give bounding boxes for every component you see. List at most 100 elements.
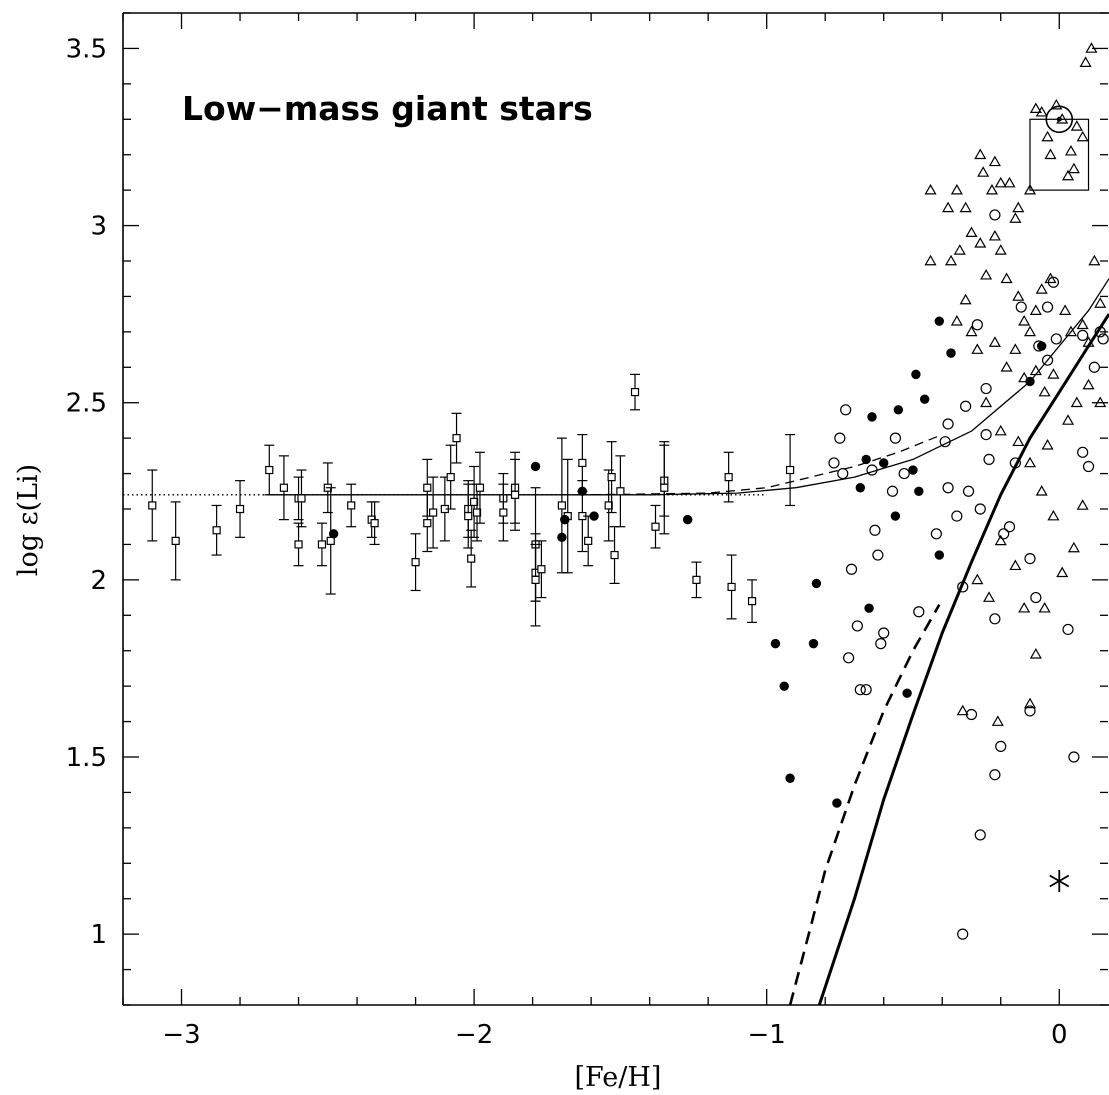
axes-frame	[122, 12, 1109, 1006]
data-point-open-triangle	[1018, 371, 1031, 383]
data-point-square	[264, 444, 275, 496]
data-point-open-triangle	[1059, 304, 1072, 315]
data-point-filled-circle	[864, 603, 874, 613]
data-point-square	[609, 526, 620, 585]
data-point-filled-circle	[911, 369, 921, 380]
data-point-square	[498, 483, 509, 542]
data-point-open-triangle	[1082, 336, 1095, 347]
data-point-open-triangle	[959, 201, 972, 213]
data-point-square	[785, 434, 796, 507]
data-point-square	[510, 458, 521, 531]
data-point-open-triangle	[1029, 102, 1042, 114]
data-point-square	[630, 373, 641, 411]
data-point-open-circle	[851, 620, 863, 632]
chart-title: Low−mass giant stars	[182, 89, 593, 128]
data-point-open-triangle	[1070, 120, 1083, 131]
data-point-filled-circle	[589, 511, 599, 521]
data-point-open-circle	[1009, 457, 1021, 469]
data-point-open-triangle	[1076, 499, 1089, 510]
x-tick-label: −1	[748, 1020, 786, 1050]
y-tick-label: 2	[90, 566, 107, 596]
data-point-open-triangle	[1035, 485, 1048, 496]
data-point-open-circle	[980, 429, 992, 441]
data-point-open-circle	[875, 638, 887, 650]
data-point-open-circle	[1097, 333, 1109, 345]
data-point-filled-circle	[770, 638, 781, 649]
data-point-open-triangle	[1038, 601, 1051, 613]
data-point-filled-circle	[879, 458, 889, 468]
data-point-square	[536, 540, 547, 599]
data-point-open-triangle	[1076, 130, 1089, 142]
square-marker	[429, 508, 438, 517]
data-point-open-triangle	[1079, 56, 1092, 67]
data-point-open-triangle	[1094, 297, 1107, 308]
data-point-open-triangle	[924, 254, 937, 266]
sun-box-rectangle	[1029, 118, 1090, 191]
data-point-open-triangle	[1023, 183, 1037, 195]
x-tick-label: −3	[162, 1020, 200, 1050]
square-marker	[279, 483, 289, 492]
data-point-open-triangle	[1009, 559, 1022, 571]
points-layer	[147, 42, 1109, 940]
data-point-square	[235, 480, 246, 538]
data-point-square	[410, 533, 421, 592]
data-point-square	[296, 469, 307, 528]
data-point-open-circle	[878, 627, 890, 639]
square-marker	[370, 519, 379, 528]
data-point-square	[556, 437, 567, 574]
data-point-open-circle	[1077, 446, 1089, 458]
data-point-open-circle	[1003, 521, 1016, 533]
data-point-square	[278, 455, 289, 521]
data-point-open-triangle	[1000, 361, 1013, 372]
data-point-open-circle	[898, 467, 910, 480]
y-tick-label: 1	[90, 920, 107, 950]
curve-thin-dashed	[591, 433, 943, 496]
data-point-filled-circle	[577, 486, 588, 496]
square-marker	[499, 508, 508, 517]
data-point-filled-circle	[1037, 341, 1047, 351]
data-point-square	[369, 501, 380, 546]
square-marker	[464, 511, 473, 521]
data-point-open-circle	[913, 606, 925, 618]
data-point-open-triangle	[1067, 541, 1080, 553]
curve-layer	[123, 278, 1109, 1005]
square-marker	[724, 473, 733, 482]
data-point-filled-circle	[785, 773, 795, 783]
data-point-open-triangle	[942, 201, 955, 213]
data-point-square	[451, 412, 462, 464]
data-point-open-triangle	[988, 155, 1001, 167]
data-point-open-circle	[860, 684, 872, 696]
data-point-open-circle	[1033, 340, 1045, 352]
data-point-square	[147, 469, 158, 542]
data-point-square	[723, 451, 734, 503]
square-marker	[423, 483, 432, 492]
square-marker	[510, 490, 520, 499]
data-point-open-circle	[1082, 460, 1095, 473]
data-point-open-triangle	[980, 396, 993, 408]
data-point-open-triangle	[1035, 283, 1048, 294]
data-point-open-triangle	[971, 343, 984, 354]
data-point-filled-circle	[890, 511, 901, 521]
data-point-square	[293, 522, 304, 567]
curve-thick-solid	[817, 313, 1109, 1005]
y-tick-label: 2.5	[66, 389, 107, 419]
data-point-filled-circle	[560, 514, 570, 525]
asterisk-marker	[1049, 870, 1070, 892]
data-point-square	[170, 501, 181, 581]
square-marker	[235, 504, 245, 514]
data-point-open-triangle	[994, 176, 1007, 188]
data-point-filled-circle	[861, 454, 871, 465]
data-point-filled-circle	[682, 514, 693, 525]
square-marker	[785, 465, 795, 475]
data-point-open-triangle	[988, 229, 1001, 241]
square-marker	[651, 522, 660, 531]
data-point-open-circle	[942, 482, 954, 494]
data-point-open-triangle	[1023, 456, 1037, 468]
data-point-open-circle	[866, 464, 878, 476]
square-marker	[537, 565, 546, 574]
data-point-open-triangle	[974, 237, 987, 248]
x-axis-label: [Fe/H]	[575, 1062, 662, 1093]
square-marker	[616, 487, 625, 496]
data-point-open-circle	[960, 400, 972, 412]
